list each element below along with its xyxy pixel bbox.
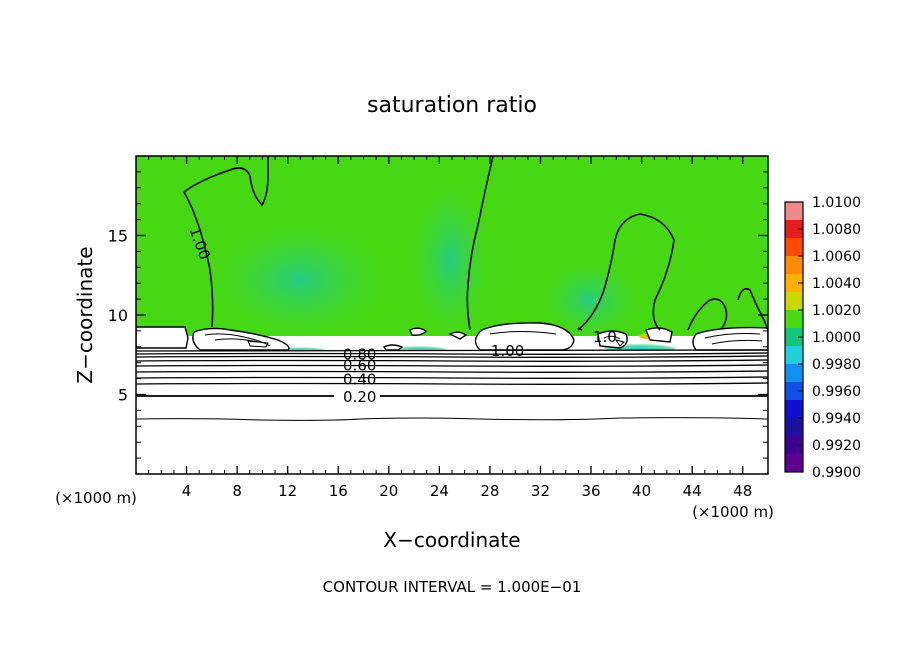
field-variation bbox=[210, 220, 390, 340]
contour-label: 1.00 bbox=[491, 342, 524, 360]
colorbar-label: 0.9960 bbox=[812, 384, 861, 400]
cloud-inner-contours bbox=[204, 331, 763, 348]
colorbar-label: 1.0000 bbox=[812, 330, 861, 346]
x-tick-label: 8 bbox=[232, 482, 242, 500]
colorbar-swatch bbox=[785, 202, 803, 221]
colorbar-swatch bbox=[785, 400, 803, 419]
colorbar-swatch bbox=[785, 454, 803, 473]
colorbar-swatch bbox=[785, 238, 803, 257]
x-tick-label: 48 bbox=[733, 482, 752, 500]
x-tick-label: 12 bbox=[278, 482, 297, 500]
y-axis: 5 10 15 bbox=[108, 171, 768, 459]
x-unit-right: (×1000 m) bbox=[692, 503, 774, 521]
contour-label: 0.80 bbox=[343, 345, 376, 363]
colorbar-swatch bbox=[785, 418, 803, 437]
contour-label: 0.20 bbox=[343, 388, 376, 406]
colorbar-swatch bbox=[785, 256, 803, 275]
colorbar-label: 1.0060 bbox=[812, 249, 861, 265]
colorbar-label: 1.0100 bbox=[812, 195, 861, 211]
contour-label: 0.40 bbox=[343, 371, 376, 389]
colorbar-label: 1.0020 bbox=[812, 303, 861, 319]
x-tick-label: 44 bbox=[683, 482, 702, 500]
contour-interval-note: CONTOUR INTERVAL = 1.000E−01 bbox=[323, 578, 582, 596]
colorbar-swatch bbox=[785, 364, 803, 383]
colorbar-swatch bbox=[785, 436, 803, 455]
colorbar-swatch bbox=[785, 328, 803, 347]
x-tick-label: 16 bbox=[329, 482, 348, 500]
plot-area bbox=[136, 156, 768, 474]
cloud-regions bbox=[136, 322, 768, 351]
contour-horizontal-lines bbox=[136, 349, 768, 421]
x-tick-label: 24 bbox=[430, 482, 449, 500]
x-axis: 4 8 12 16 20 24 28 32 36 40 44 48 bbox=[148, 156, 752, 500]
x-tick-label: 32 bbox=[531, 482, 550, 500]
colorbar: 1.0100 1.0080 1.0060 1.0040 1.0020 1.0000 0.99… bbox=[784, 195, 861, 481]
colorbar-swatch bbox=[785, 220, 803, 239]
contour-label: 0.60 bbox=[343, 356, 376, 374]
colorbar-swatch bbox=[785, 310, 803, 329]
colorbar-label: 1.0040 bbox=[812, 276, 861, 292]
y-tick-label: 15 bbox=[108, 227, 128, 246]
x-tick-label: 20 bbox=[379, 482, 398, 500]
colorbar-swatch bbox=[785, 382, 803, 401]
contour-label: 1.0 bbox=[593, 328, 617, 346]
colorbar-label: 1.0080 bbox=[812, 222, 861, 238]
colorbar-label: 0.9980 bbox=[812, 357, 861, 373]
field-variation bbox=[410, 180, 490, 340]
label-gap bbox=[334, 388, 380, 402]
colorbar-swatch bbox=[785, 346, 803, 365]
x-tick-label: 28 bbox=[480, 482, 499, 500]
y-axis-label: Z−coordinate bbox=[73, 246, 97, 383]
field-variation bbox=[540, 260, 640, 340]
contour-1p00-lines bbox=[183, 156, 768, 331]
y-tick-label: 5 bbox=[118, 386, 128, 405]
colorbar-label: 0.9920 bbox=[812, 438, 861, 454]
contour-labels: 1.001.001.00.800.600.400.20 bbox=[185, 225, 616, 407]
x-tick-label: 4 bbox=[182, 482, 192, 500]
colorbar-label: 0.9940 bbox=[812, 411, 861, 427]
colorbar-swatch bbox=[785, 292, 803, 311]
field-lower bbox=[136, 350, 768, 474]
colorbar-swatch bbox=[785, 274, 803, 293]
x-axis-label: X−coordinate bbox=[383, 528, 520, 552]
x-unit-left: (×1000 m) bbox=[55, 489, 137, 507]
x-tick-label: 40 bbox=[632, 482, 651, 500]
x-tick-label: 36 bbox=[581, 482, 600, 500]
y-tick-label: 10 bbox=[108, 306, 128, 325]
chart-title: saturation ratio bbox=[367, 93, 537, 118]
colorbar-label: 0.9900 bbox=[812, 465, 861, 481]
